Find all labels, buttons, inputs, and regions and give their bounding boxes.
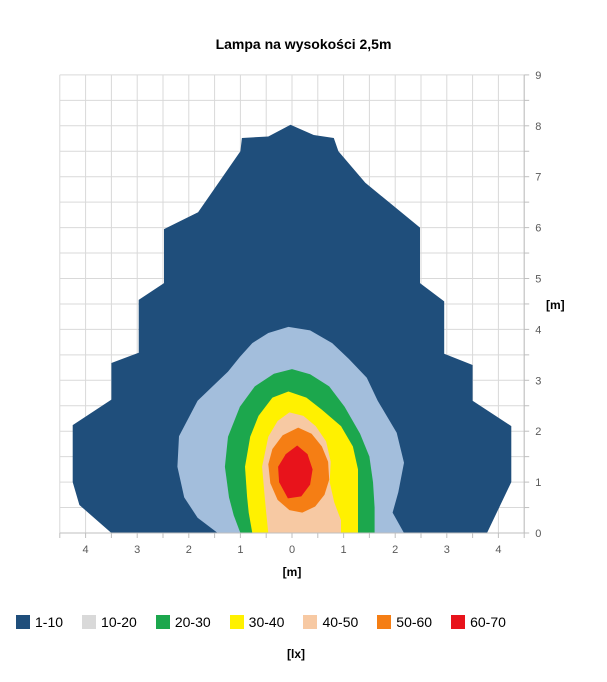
legend-swatch — [155, 615, 170, 629]
axes: 4 3 2 1 0 1 2 3 4 0 1 2 3 4 5 6 7 8 9 — [59, 70, 541, 556]
y-tick-label: 9 — [535, 70, 541, 82]
y-tick-label: 1 — [535, 477, 541, 489]
x-tick-label: 2 — [392, 544, 398, 556]
x-tick-label: 3 — [134, 544, 140, 556]
x-tick-label: 0 — [289, 544, 295, 556]
legend-item-40-50: 40-50 — [303, 615, 358, 629]
legend-item-30-40: 30-40 — [229, 614, 285, 630]
y-tick-label: 8 — [535, 121, 541, 133]
contour-bands — [72, 124, 512, 534]
x-tick-label: 4 — [495, 544, 501, 556]
y-axis-title: [m] — [546, 298, 565, 312]
y-tick-label: 0 — [535, 528, 541, 540]
legend-swatch — [451, 615, 466, 629]
legend-label: 40-50 — [322, 614, 359, 630]
legend-swatch — [229, 615, 244, 629]
legend-swatch — [377, 615, 392, 629]
legend: 1-10 10-20 20-30 30-40 40-50 50-60 60-70 — [16, 615, 506, 629]
legend-item-20-30: 20-30 — [155, 614, 211, 630]
legend-label: 20-30 — [174, 614, 211, 630]
legend-title: [lx] — [287, 647, 305, 661]
y-tick-label: 5 — [535, 274, 541, 286]
legend-item-10-20: 10-20 — [82, 615, 137, 629]
legend-label: 50-60 — [396, 614, 433, 630]
y-tick-label: 7 — [535, 172, 541, 184]
legend-item-60-70: 60-70 — [451, 615, 506, 629]
legend-label: 60-70 — [470, 614, 506, 630]
legend-label: 30-40 — [248, 614, 285, 630]
x-tick-label: 3 — [444, 544, 450, 556]
legend-label: 10-20 — [101, 614, 137, 630]
legend-item-50-60: 50-60 — [377, 615, 432, 629]
band-60-70 — [278, 445, 313, 499]
legend-swatch — [303, 615, 318, 629]
legend-swatch — [82, 615, 97, 629]
x-tick-label: 4 — [83, 544, 89, 556]
x-tick-label: 1 — [237, 544, 243, 556]
legend-item-1-10: 1-10 — [16, 615, 63, 629]
plot-area: 4 3 2 1 0 1 2 3 4 0 1 2 3 4 5 6 7 8 9 — [59, 70, 541, 556]
y-tick-label: 6 — [535, 223, 541, 235]
y-tick-label: 2 — [535, 426, 541, 438]
y-tick-label: 4 — [535, 324, 541, 336]
x-axis-title: [m] — [282, 565, 302, 579]
legend-swatch — [16, 615, 30, 629]
chart-title: Lampa na wysokości 2,5m — [215, 36, 392, 52]
x-tick-label: 2 — [186, 544, 192, 556]
legend-label: 1-10 — [35, 614, 64, 630]
x-tick-label: 1 — [341, 544, 347, 556]
y-tick-label: 3 — [535, 375, 541, 387]
